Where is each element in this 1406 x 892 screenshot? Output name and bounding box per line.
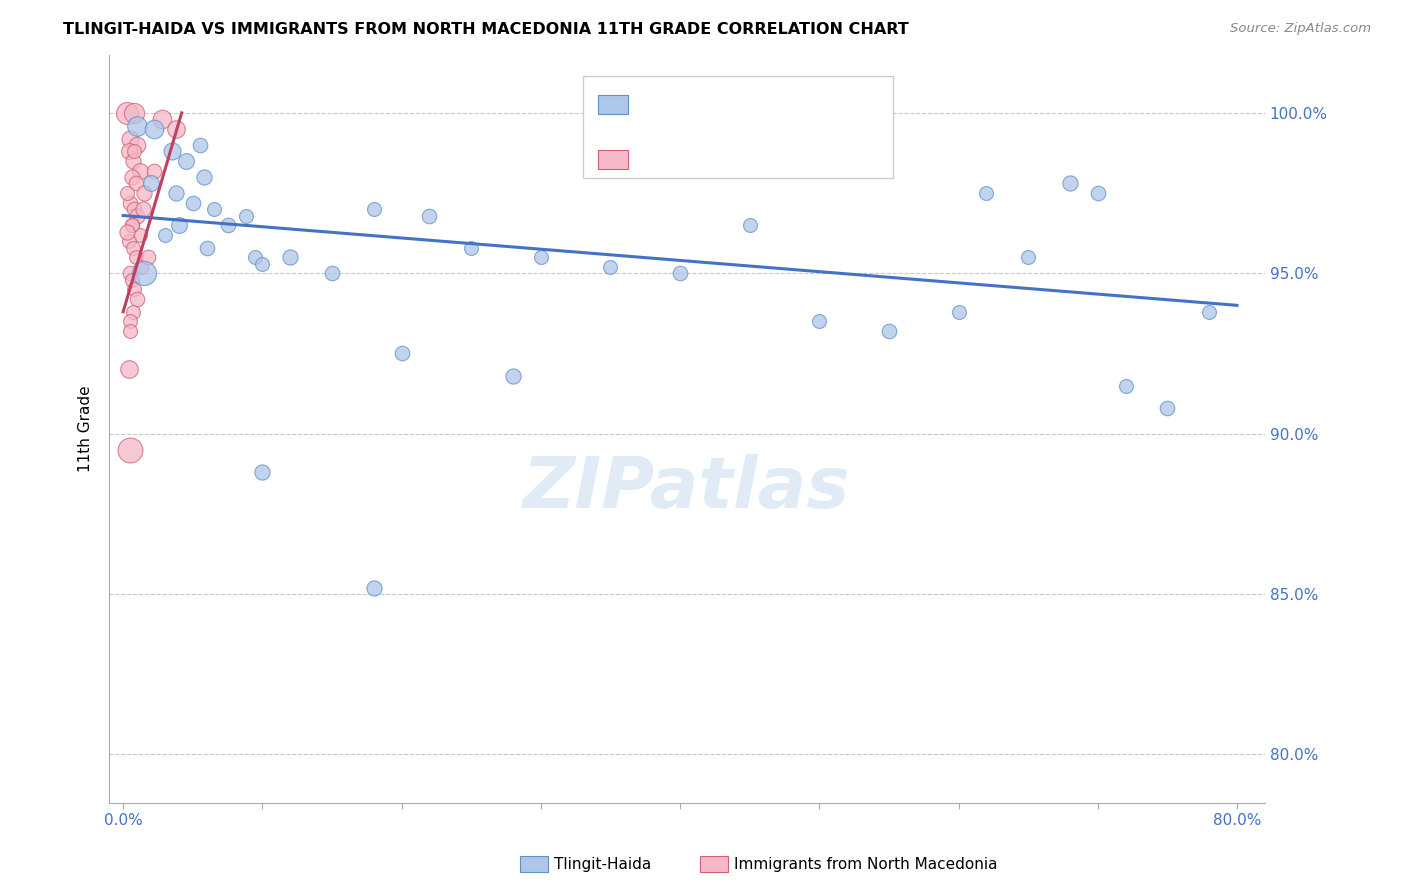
- Text: ZIPatlas: ZIPatlas: [523, 454, 851, 523]
- Point: [1115, 378, 1137, 392]
- Point: [502, 368, 524, 383]
- Point: [181, 195, 204, 210]
- Point: [877, 324, 900, 338]
- Point: [1017, 250, 1039, 264]
- Point: [118, 145, 141, 159]
- Point: [125, 250, 148, 264]
- Point: [117, 106, 139, 120]
- Point: [530, 250, 553, 264]
- Text: Source: ZipAtlas.com: Source: ZipAtlas.com: [1230, 22, 1371, 36]
- Point: [127, 138, 149, 153]
- Point: [120, 442, 142, 457]
- Point: [165, 186, 187, 200]
- Point: [139, 177, 162, 191]
- Point: [1087, 186, 1109, 200]
- Point: [142, 163, 165, 178]
- Point: [808, 314, 831, 328]
- Text: R =  0.493   N = 37: R = 0.493 N = 37: [637, 153, 810, 167]
- Point: [599, 260, 621, 274]
- Point: [132, 266, 155, 280]
- Point: [127, 292, 149, 306]
- Point: [193, 169, 215, 184]
- Point: [121, 218, 143, 232]
- Point: [117, 225, 139, 239]
- Text: Immigrants from North Macedonia: Immigrants from North Macedonia: [734, 857, 997, 871]
- Point: [976, 186, 998, 200]
- Point: [391, 346, 413, 360]
- Point: [150, 112, 173, 127]
- Point: [252, 465, 274, 479]
- Point: [120, 195, 142, 210]
- Point: [118, 234, 141, 248]
- Point: [122, 153, 145, 168]
- Point: [948, 304, 970, 318]
- Point: [122, 304, 145, 318]
- Point: [160, 145, 183, 159]
- Point: [1059, 177, 1081, 191]
- Point: [245, 250, 267, 264]
- Point: [120, 131, 142, 145]
- Point: [120, 324, 142, 338]
- Point: [127, 119, 149, 133]
- Point: [460, 241, 482, 255]
- Point: [122, 241, 145, 255]
- Point: [165, 122, 187, 136]
- Point: [127, 209, 149, 223]
- Text: Tlingit-Haida: Tlingit-Haida: [554, 857, 651, 871]
- Text: TLINGIT-HAIDA VS IMMIGRANTS FROM NORTH MACEDONIA 11TH GRADE CORRELATION CHART: TLINGIT-HAIDA VS IMMIGRANTS FROM NORTH M…: [63, 22, 910, 37]
- Point: [363, 581, 385, 595]
- Point: [129, 260, 152, 274]
- Point: [235, 209, 257, 223]
- Point: [136, 250, 159, 264]
- Point: [142, 122, 165, 136]
- Point: [202, 202, 225, 216]
- Point: [321, 266, 343, 280]
- Point: [217, 218, 239, 232]
- Point: [121, 273, 143, 287]
- Point: [252, 257, 274, 271]
- Point: [125, 177, 148, 191]
- Point: [174, 153, 197, 168]
- Point: [120, 314, 142, 328]
- Point: [128, 227, 150, 242]
- Point: [278, 250, 301, 264]
- Point: [167, 218, 190, 232]
- Point: [124, 282, 146, 296]
- Point: [118, 362, 141, 376]
- Point: [124, 145, 146, 159]
- Point: [1156, 401, 1178, 415]
- Point: [188, 138, 211, 153]
- Point: [153, 227, 176, 242]
- Point: [121, 169, 143, 184]
- Point: [121, 218, 143, 232]
- Point: [669, 266, 692, 280]
- Point: [131, 202, 153, 216]
- Point: [195, 241, 218, 255]
- Point: [132, 186, 155, 200]
- Point: [124, 202, 146, 216]
- Point: [418, 209, 440, 223]
- Y-axis label: 11th Grade: 11th Grade: [79, 385, 93, 472]
- Text: R = -0.237   N = 41: R = -0.237 N = 41: [637, 97, 810, 112]
- Point: [117, 186, 139, 200]
- Point: [124, 106, 146, 120]
- Point: [128, 163, 150, 178]
- Point: [738, 218, 761, 232]
- Point: [363, 202, 385, 216]
- Point: [120, 266, 142, 280]
- Point: [1198, 304, 1220, 318]
